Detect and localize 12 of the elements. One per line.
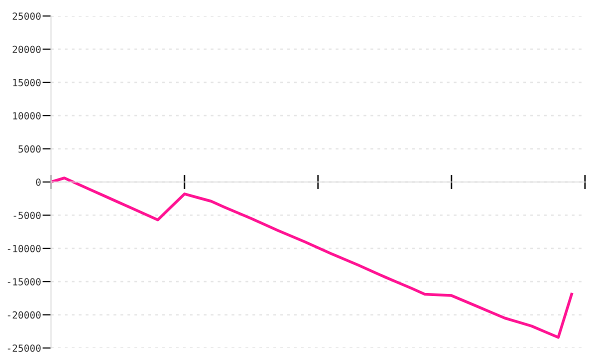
y-tick-label: -15000 [8, 278, 41, 286]
line-series [51, 176, 574, 339]
y-tick-label: 15000 [13, 78, 41, 86]
y-tick-label: 20000 [12, 46, 41, 54]
y-tick-label: -10000 [8, 244, 41, 252]
y-tick-label: 0 [36, 178, 41, 186]
y-tick-label: -5000 [14, 212, 41, 220]
y-tick-label: 25000 [12, 12, 41, 20]
y-tick-label: -20000 [8, 311, 41, 319]
y-tick-label: 5000 [18, 145, 41, 153]
y-tick-label: 10000 [13, 112, 41, 120]
y-tick-label: -25000 [8, 344, 41, 352]
